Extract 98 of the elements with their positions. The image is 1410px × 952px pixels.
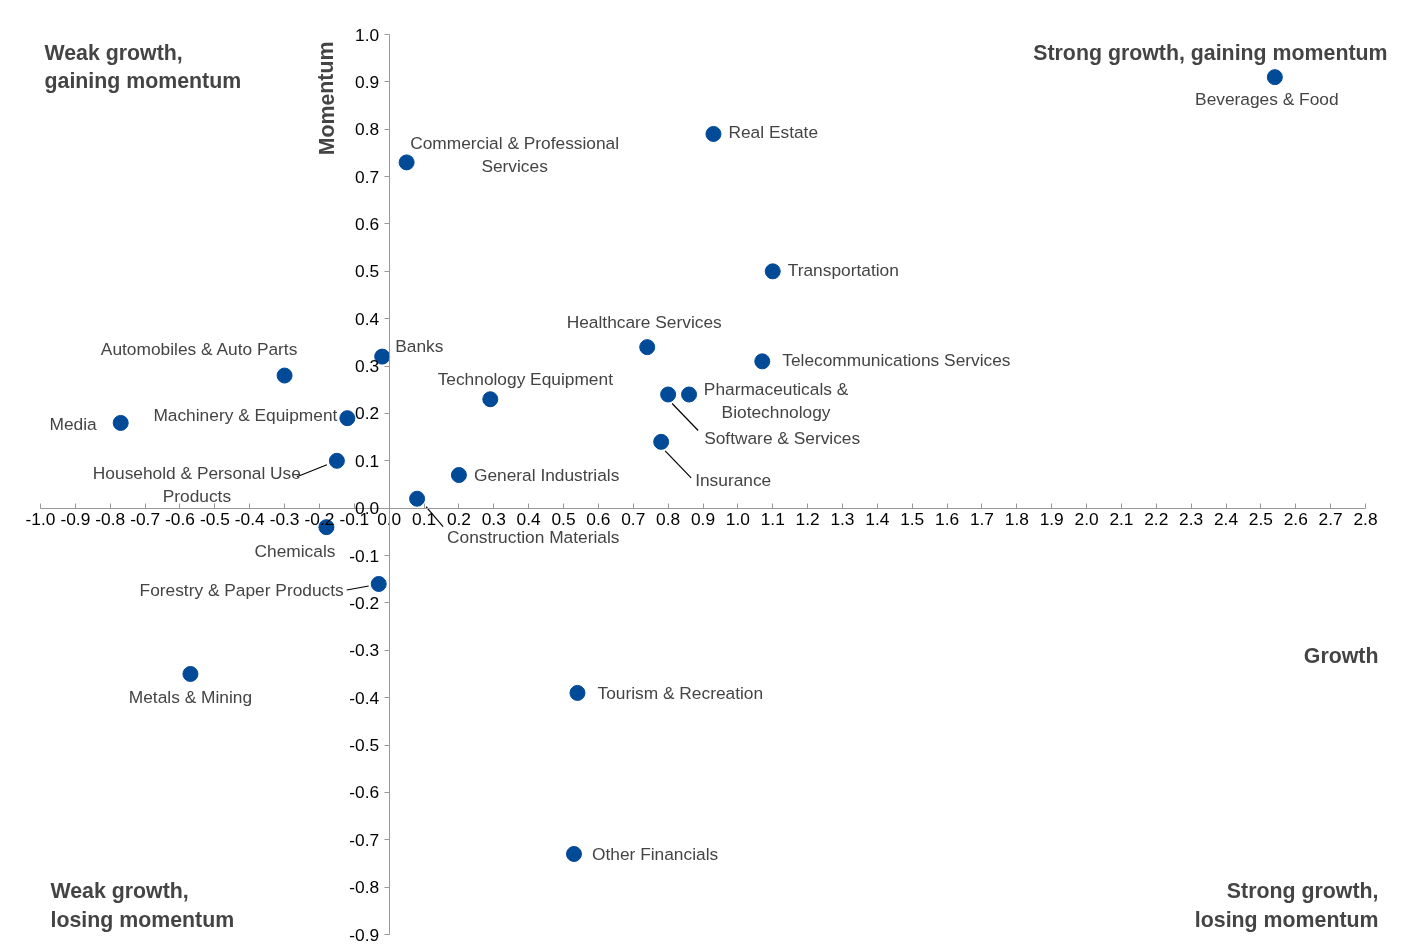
annotation: General Industrials	[473, 465, 620, 486]
x-tick-label: 0.7	[621, 509, 646, 530]
annotation: Other Financials	[591, 843, 719, 864]
annotation: Telecommunications Services	[782, 350, 1011, 371]
x-tick-label: -0.9	[60, 509, 91, 530]
point	[1266, 69, 1283, 86]
annotation: Software & Services	[704, 427, 861, 448]
annotation: Pharmaceuticals & Biotechnology	[703, 379, 849, 422]
x-tick-label: 2.3	[1179, 509, 1204, 530]
point	[112, 414, 129, 431]
y-tick-label: -0.4	[349, 687, 380, 708]
x-tick-label: 2.8	[1353, 509, 1378, 530]
x-tick-label: 2.0	[1074, 509, 1099, 530]
y-tick-label: 0.2	[355, 403, 380, 424]
point	[276, 367, 293, 384]
annotation: Strong growth, losing momentum	[1194, 879, 1379, 932]
y-tick-label: 0.4	[355, 308, 380, 329]
y-tick-label: 1.0	[355, 24, 380, 45]
y-tick-label: 0.3	[355, 356, 380, 377]
x-tick-label: -0.8	[95, 509, 126, 530]
point	[450, 467, 467, 484]
point	[328, 452, 345, 469]
point	[370, 575, 387, 592]
annotation: Real Estate	[728, 121, 819, 142]
y-tick-label: -0.7	[349, 829, 380, 850]
y-tick-label: 0.5	[355, 261, 380, 282]
x-tick-label: -0.7	[130, 509, 161, 530]
x-tick-label: 1.1	[760, 509, 785, 530]
annotation: Commercial & Professional Services	[410, 132, 620, 176]
point	[569, 684, 586, 701]
annotation: Machinery & Equipment	[153, 405, 338, 426]
y-tick-label: -0.6	[349, 782, 380, 803]
annotation: Weak growth, losing momentum	[50, 879, 235, 932]
x-tick-label: -1.0	[25, 509, 56, 530]
x-tick-label: 1.6	[935, 509, 960, 530]
x-tick-label: -0.3	[269, 509, 300, 530]
y-tick-label: 0.1	[355, 450, 380, 471]
point	[653, 433, 670, 450]
y-tick-label: -0.5	[349, 735, 380, 756]
annotation: Healthcare Services	[566, 312, 723, 333]
x-tick-label: 1.9	[1039, 509, 1064, 530]
y-tick-label: -0.2	[349, 592, 380, 613]
x-tick-label: 1.3	[830, 509, 855, 530]
x-tick-label: -0.2	[304, 509, 335, 530]
point	[639, 339, 656, 356]
y-tick-label: -0.8	[349, 877, 380, 898]
x-tick-label: 2.6	[1283, 509, 1308, 530]
annotation: Automobiles & Auto Parts	[100, 338, 298, 359]
y-tick-label: 0.7	[355, 166, 380, 187]
x-tick-label: 2.1	[1109, 509, 1134, 530]
annotation: Transportation	[787, 260, 899, 281]
x-tick-label: 0.1	[412, 509, 437, 530]
y-tick-label: 0.9	[355, 71, 380, 92]
x-tick-label: 1.7	[969, 509, 994, 530]
point	[482, 391, 499, 408]
y-axis-title: Momentum	[314, 41, 339, 156]
x-tick-label: 1.0	[725, 509, 750, 530]
x-tick-label: -0.6	[165, 509, 195, 530]
x-tick-label: -0.5	[199, 509, 230, 530]
annotation: Insurance	[695, 469, 772, 490]
annotation: Tourism & Recreation	[597, 682, 764, 703]
annotation: Banks	[395, 335, 444, 356]
point	[764, 263, 781, 280]
x-tick-label: -0.4	[234, 509, 265, 530]
point	[705, 125, 722, 142]
point	[398, 154, 415, 171]
y-tick-label: 0.8	[355, 119, 380, 140]
point	[182, 665, 199, 682]
x-tick-label: 0.9	[690, 509, 716, 530]
annotation: Strong growth, gaining momentum	[1033, 40, 1388, 65]
point	[660, 386, 677, 403]
annotation: Chemicals	[254, 541, 336, 562]
x-tick-label: 2.2	[1144, 509, 1169, 530]
x-tick-label: 2.7	[1318, 509, 1343, 530]
x-axis-title: Growth	[1303, 643, 1379, 668]
x-tick-label: 1.2	[795, 509, 820, 530]
annotation: Household & Personal Use Products	[92, 463, 301, 507]
point	[681, 386, 698, 403]
annotation: Weak growth, gaining momentum	[44, 40, 242, 94]
x-tick-label: 2.5	[1248, 509, 1273, 530]
annotation: Forestry & Paper Products	[139, 579, 345, 600]
point	[339, 410, 356, 427]
annotation: Beverages & Food	[1195, 89, 1339, 110]
y-tick-label: -0.9	[349, 924, 380, 945]
x-tick-label: 1.4	[865, 509, 890, 530]
x-tick-label: 1.8	[1004, 509, 1029, 530]
y-tick-label: -0.1	[349, 545, 380, 566]
x-tick-label: 1.5	[900, 509, 925, 530]
point	[409, 490, 426, 507]
annotation: Media	[49, 413, 98, 434]
y-tick-label: 0.6	[355, 213, 380, 234]
y-tick-label: -0.3	[349, 640, 380, 661]
x-tick-label: 0.8	[656, 509, 681, 530]
point	[565, 845, 582, 862]
annotation: Technology Equipment	[437, 369, 614, 390]
x-tick-label: 2.4	[1213, 509, 1239, 530]
point	[754, 353, 771, 370]
annotation: Metals & Mining	[128, 686, 253, 707]
